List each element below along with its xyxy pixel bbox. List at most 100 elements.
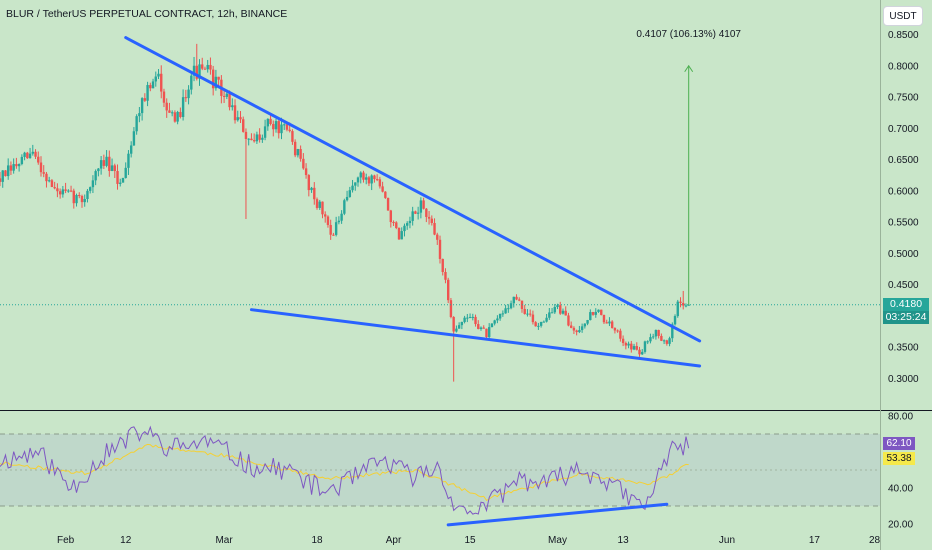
candle-body — [99, 160, 103, 169]
candle-body — [334, 222, 338, 235]
candle-body — [116, 171, 119, 184]
candle-body — [58, 191, 62, 195]
price-tick-label: 0.7000 — [888, 124, 919, 135]
candle-body — [630, 343, 633, 350]
candle-body — [283, 124, 286, 126]
candle-body — [608, 321, 611, 324]
candle-body — [444, 271, 447, 280]
candle-body — [332, 234, 335, 236]
candle-body — [187, 89, 190, 99]
rsi-ma-line — [0, 443, 689, 502]
candle-body — [225, 93, 229, 97]
candle-body — [318, 201, 321, 208]
candle-body — [504, 308, 507, 314]
candle-body — [567, 315, 570, 326]
candle-body — [190, 75, 193, 90]
price-tick-label: 0.8000 — [888, 61, 919, 72]
candle-body — [277, 121, 280, 134]
candle-body — [586, 320, 589, 324]
candle-body — [263, 126, 267, 138]
candle-body — [493, 320, 496, 324]
candle-body — [496, 318, 499, 321]
candle-body — [67, 190, 70, 192]
candle-body — [154, 76, 157, 82]
candle-body — [550, 312, 554, 314]
candle-body — [523, 308, 526, 315]
candle-body — [526, 313, 529, 315]
trendline-upper[interactable] — [124, 36, 702, 343]
candle-body — [662, 340, 666, 342]
candle-body — [17, 164, 21, 167]
candle-body — [12, 164, 15, 171]
candle-body — [490, 323, 494, 328]
candle-body — [119, 182, 122, 184]
candle-body — [285, 124, 289, 130]
candle-body — [597, 309, 600, 312]
candle-body — [252, 140, 256, 142]
candle-body — [266, 118, 270, 127]
candle-body — [165, 102, 168, 111]
candle-body — [545, 317, 548, 322]
candle-body — [288, 129, 291, 132]
price-tick-label: 0.7500 — [888, 93, 919, 104]
candle-body — [509, 303, 513, 309]
candle-body — [206, 64, 209, 70]
trendline-lower[interactable] — [249, 308, 702, 368]
candle-body — [466, 317, 469, 319]
candle-body — [403, 225, 406, 232]
candle-body — [635, 346, 638, 350]
candle-body — [39, 162, 43, 173]
candle-body — [192, 65, 196, 76]
candle-body — [64, 189, 67, 191]
candle-body — [198, 64, 201, 79]
candle-body — [531, 314, 535, 323]
candle-body — [673, 316, 677, 325]
time-tick-label: Jun — [719, 535, 735, 546]
candle-body — [679, 301, 682, 304]
price-tick-label: 0.4500 — [888, 280, 919, 291]
candle-body — [80, 196, 84, 203]
candle-body — [422, 200, 425, 209]
candle-body — [392, 222, 395, 224]
candle-body — [646, 341, 649, 343]
candle-body — [307, 175, 311, 191]
candle-body — [214, 76, 218, 89]
rsi-tick-label: 80.00 — [888, 412, 913, 423]
candle-body — [97, 168, 100, 172]
rsi-tick-label: 20.00 — [888, 520, 913, 531]
candle-body — [561, 310, 565, 314]
candle-body — [436, 234, 439, 240]
candle-body — [173, 112, 177, 122]
candle-body — [354, 182, 357, 186]
candle-body — [124, 167, 127, 178]
currency-button[interactable]: USDT — [883, 6, 923, 26]
candle-body — [378, 179, 382, 187]
candle-body — [589, 312, 592, 321]
candle-body — [4, 170, 7, 177]
rsi-trendline[interactable] — [446, 502, 669, 527]
candle-body — [211, 69, 215, 89]
candle-body — [482, 327, 485, 329]
candle-body — [542, 321, 546, 323]
candle-body — [110, 165, 114, 171]
candle-body — [313, 187, 316, 200]
price-tick-label: 0.6500 — [888, 155, 919, 166]
candle-body — [457, 325, 461, 329]
candle-body — [351, 185, 354, 191]
candle-body — [94, 171, 97, 181]
candle-body — [539, 321, 543, 326]
candle-body — [375, 179, 379, 181]
candle-body — [201, 64, 204, 69]
candle-body — [507, 308, 510, 310]
candle-body — [86, 190, 89, 199]
candle-body — [233, 105, 237, 121]
candle-body — [75, 195, 78, 204]
candle-body — [291, 131, 294, 142]
candle-body — [272, 123, 275, 130]
candle-body — [397, 227, 401, 240]
candle-body — [45, 173, 48, 182]
candle-body — [203, 68, 207, 70]
candle-body — [583, 323, 587, 327]
